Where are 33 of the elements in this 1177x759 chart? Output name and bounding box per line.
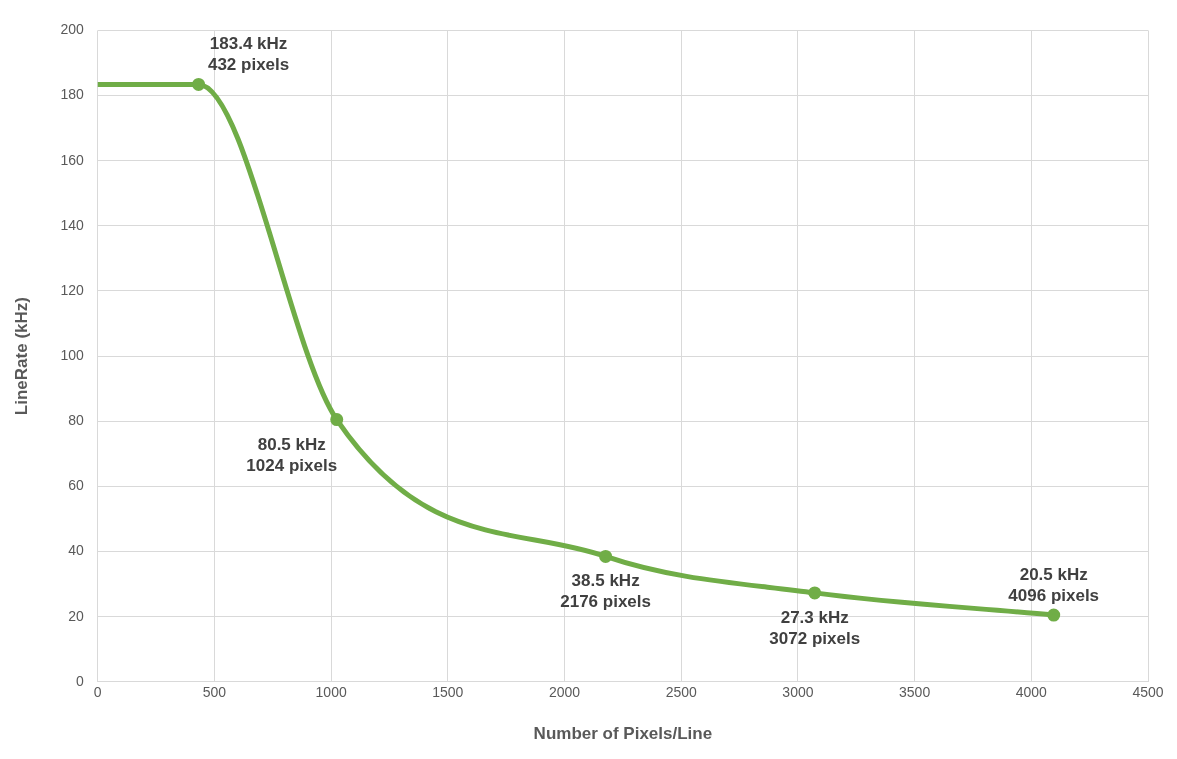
x-tick-label: 4500 bbox=[1132, 684, 1164, 701]
data-label: 38.5 kHz 2176 pixels bbox=[560, 571, 651, 612]
point bbox=[808, 586, 822, 600]
x-tick-label: 2000 bbox=[548, 684, 581, 701]
y-tick-label: 40 bbox=[68, 542, 84, 559]
x-tick-label: 1500 bbox=[432, 684, 464, 701]
y-axis-title: LineRate (kHz) bbox=[11, 297, 31, 416]
x-tick-label: 500 bbox=[202, 684, 227, 701]
point bbox=[1047, 608, 1061, 622]
x-tick-label: 3500 bbox=[899, 684, 931, 701]
y-tick-label: 20 bbox=[68, 607, 84, 624]
x-tick-label: 2500 bbox=[665, 684, 698, 701]
y-tick-label: 80 bbox=[68, 412, 84, 429]
y-tick-label: 140 bbox=[60, 216, 84, 233]
y-tick-label: 160 bbox=[60, 151, 84, 168]
data-label: 20.5 kHz 4096 pixels bbox=[1008, 565, 1100, 606]
y-tick-label: 100 bbox=[60, 346, 84, 363]
x-tick-label: 4000 bbox=[1015, 684, 1048, 701]
y-tick-label: 120 bbox=[60, 281, 84, 298]
x-axis-title: Number of Pixels/Line bbox=[533, 724, 713, 744]
data-label: 80.5 kHz 1024 pixels bbox=[246, 434, 338, 475]
point bbox=[599, 549, 613, 563]
data-label: 183.4 kHz 432 pixels bbox=[207, 34, 290, 75]
point bbox=[330, 413, 344, 427]
x-tick-label: 1000 bbox=[315, 684, 347, 701]
x-tick-label: 0 bbox=[93, 684, 102, 701]
x-tick-label: 3000 bbox=[782, 684, 814, 701]
point bbox=[192, 77, 206, 91]
data-label: 27.3 kHz 3072 pixels bbox=[769, 607, 861, 648]
y-tick-label: 200 bbox=[60, 21, 84, 38]
y-tick-label: 60 bbox=[68, 477, 84, 494]
y-tick-label: 0 bbox=[75, 672, 84, 689]
y-tick-label: 180 bbox=[60, 86, 84, 103]
